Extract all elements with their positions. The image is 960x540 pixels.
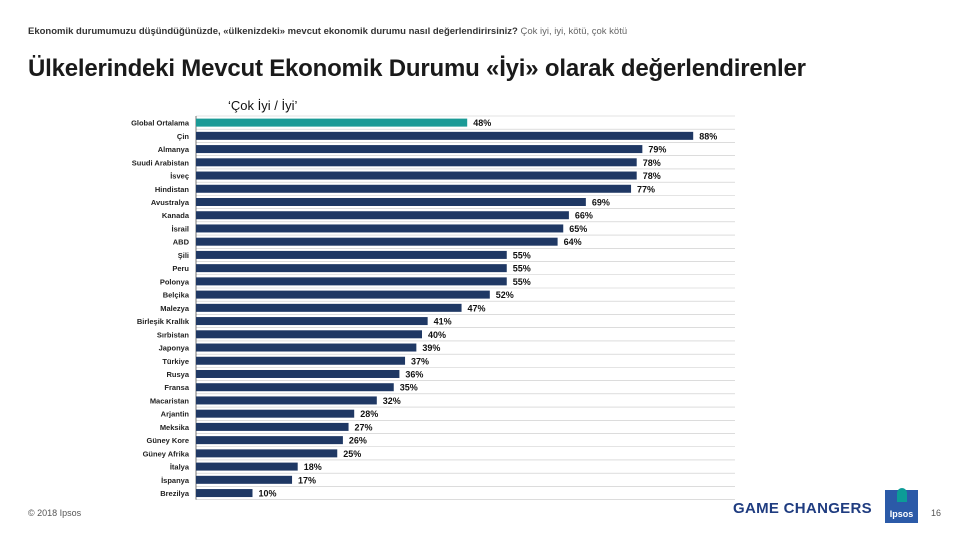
question-options: Çok iyi, iyi, kötü, çok kötü [520,26,628,37]
category-label: Şili [178,251,189,260]
category-label: Türkiye [162,357,189,366]
survey-question: Ekonomik durumumuzu düşündüğünüzde, «ülk… [28,26,627,37]
data-label: 18% [304,462,322,472]
bar [196,330,422,339]
logo-mark [897,488,907,502]
bar [196,449,338,458]
bar [196,303,462,312]
category-label: Suudi Arabistan [132,158,190,167]
bar [196,264,507,273]
data-label: 55% [513,250,531,260]
data-label: 17% [298,475,316,485]
category-label: Rusya [166,370,189,379]
data-label: 25% [343,449,361,459]
category-label: Macaristan [150,396,190,405]
bar [196,356,406,365]
page-number: 16 [931,508,942,518]
copyright: © 2018 Ipsos [28,508,82,518]
category-label: Fransa [164,383,189,392]
data-label: 78% [643,171,661,181]
category-label: Güney Afrika [143,449,190,458]
data-label: 66% [575,211,593,221]
category-label: Kanada [162,211,190,220]
bar [196,131,694,140]
bar [196,369,400,378]
chart-subtitle: ‘Çok İyi / İyi’ [228,98,298,113]
data-label: 36% [405,369,423,379]
category-label: Brezilya [160,489,190,498]
data-label: 37% [411,356,429,366]
category-label: İsrail [171,224,189,233]
category-label: İspanya [161,476,190,485]
data-label: 77% [637,184,655,194]
data-label: 10% [259,489,277,499]
data-label: 40% [428,330,446,340]
data-label: 55% [513,277,531,287]
category-label: Almanya [158,145,190,154]
bar [196,250,507,259]
category-label: Global Ortalama [131,119,190,128]
category-label: Polonya [160,277,190,286]
bar [196,211,569,220]
data-label: 69% [592,197,610,207]
category-label: İsveç [170,172,189,181]
bar [196,145,643,154]
bar [196,290,490,299]
data-label: 28% [360,409,378,419]
data-label: 39% [422,343,440,353]
category-label: Birleşik Krallık [137,317,190,326]
category-label: Sırbistan [157,330,190,339]
category-label: Peru [172,264,189,273]
category-label: Japonya [159,344,190,353]
data-label: 27% [355,422,373,432]
ipsos-logo: Ipsos [885,488,918,523]
bar [196,171,637,180]
data-label: 65% [569,224,587,234]
bar [196,422,349,431]
bar [196,343,417,352]
bar [196,224,564,233]
logo-text: Ipsos [889,509,914,519]
bar-global-average [196,118,468,127]
data-label: 35% [400,383,418,393]
category-label: ABD [173,238,190,247]
page-title: Ülkelerindeki Mevcut Ekonomik Durumu «İy… [28,55,806,82]
data-label: 78% [643,158,661,168]
category-label: Hindistan [155,185,190,194]
bar [196,237,558,246]
category-label: Çin [177,132,190,141]
bar [196,475,293,484]
data-label: 32% [383,396,401,406]
category-label: Güney Kore [146,436,189,445]
data-label: 52% [496,290,514,300]
bar [196,396,377,405]
bar [196,462,298,471]
bar [196,409,355,418]
bar [196,383,394,392]
question-text: Ekonomik durumumuzu düşündüğünüzde, «ülk… [28,26,518,37]
bar [196,158,637,167]
data-label: 55% [513,264,531,274]
bar [196,317,428,326]
bar [196,184,632,193]
category-label: Malezya [160,304,190,313]
category-label: Arjantin [161,410,190,419]
category-label: Meksika [160,423,190,432]
category-label: Belçika [163,291,190,300]
bar [196,277,507,286]
data-label: 79% [648,145,666,155]
data-label: 88% [699,131,717,141]
data-label: 41% [434,317,452,327]
data-label: 26% [349,436,367,446]
game-changers-tagline: GAME CHANGERS [733,500,872,517]
bar [196,436,343,445]
data-label: 48% [473,118,491,128]
bar [196,489,253,498]
bar [196,197,586,206]
category-label: İtalya [170,463,190,472]
data-label: 64% [564,237,582,247]
category-label: Avustralya [151,198,190,207]
data-label: 47% [468,303,486,313]
